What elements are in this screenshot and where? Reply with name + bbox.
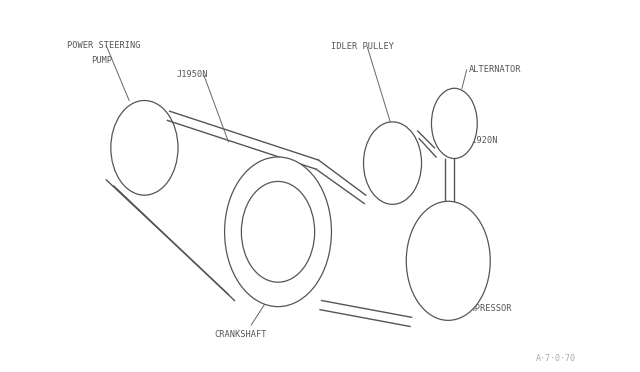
Text: PUMP: PUMP — [91, 56, 112, 65]
Text: ALTERNATOR: ALTERNATOR — [469, 65, 522, 74]
Text: IDLER PULLEY: IDLER PULLEY — [332, 42, 394, 51]
Text: POWER STEERING: POWER STEERING — [67, 41, 140, 50]
Text: CRANKSHAFT: CRANKSHAFT — [214, 330, 267, 339]
Ellipse shape — [364, 122, 422, 204]
Text: J1950N: J1950N — [177, 70, 208, 79]
Ellipse shape — [225, 157, 332, 307]
Ellipse shape — [431, 88, 477, 158]
Text: COMPRESSOR: COMPRESSOR — [459, 304, 511, 312]
Ellipse shape — [241, 182, 315, 282]
Text: A·7·0·70: A·7·0·70 — [536, 354, 576, 363]
Ellipse shape — [406, 201, 490, 320]
Text: J1920N: J1920N — [467, 137, 498, 145]
